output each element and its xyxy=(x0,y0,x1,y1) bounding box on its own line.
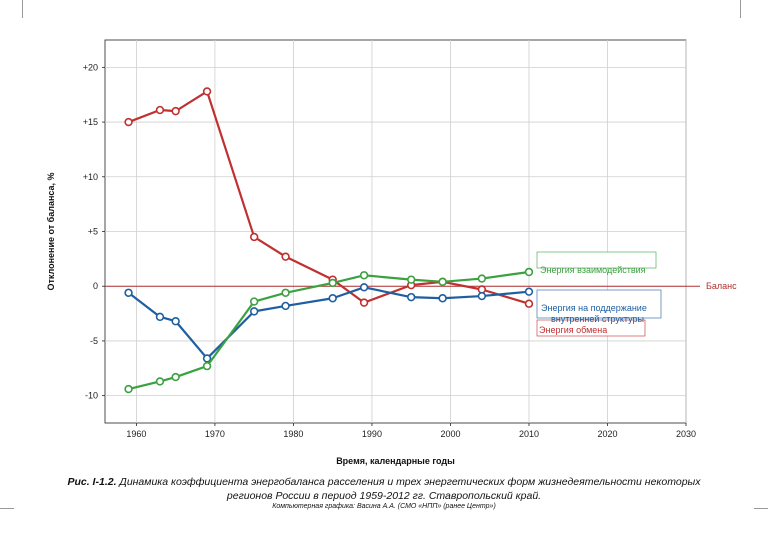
exchange-energy-point xyxy=(359,298,369,307)
x-tick-label: 1980 xyxy=(283,429,303,439)
baseline: Баланс xyxy=(105,281,737,291)
exchange-energy-point xyxy=(524,299,534,308)
figure-caption-line-2: регионов России в период 1959-2012 гг. С… xyxy=(226,490,542,502)
tick-labels: 1960 1970 1980 1990 2000 2010 2020 2030 +20 +15 +1… xyxy=(83,62,696,439)
exchange-energy-point xyxy=(249,232,259,242)
structure-energy-label-text: внутренней структуры xyxy=(551,314,644,324)
x-axis-title: Время, календарные годы xyxy=(336,456,455,466)
x-tick-label: 2010 xyxy=(519,429,539,439)
interaction-energy-label-text: Энергия взаимодействия xyxy=(540,265,646,275)
structure-energy-point xyxy=(155,312,165,322)
interaction-energy-point xyxy=(124,384,133,394)
structure-energy-point xyxy=(202,354,212,363)
x-tick-label: 1970 xyxy=(205,429,225,439)
series-layer xyxy=(124,87,534,394)
structure-energy-point xyxy=(524,287,534,296)
x-tick-label: 1960 xyxy=(126,429,146,439)
interaction-energy-point xyxy=(281,288,290,297)
interaction-energy-label: Энергия взаимодействия xyxy=(536,251,657,275)
y-axis-title: Отклонение от баланса, % xyxy=(46,172,56,290)
crop-mark-bottom-left xyxy=(0,508,14,509)
structure-energy-point xyxy=(281,301,290,311)
interaction-energy-point xyxy=(359,271,369,280)
structure-energy-point xyxy=(124,288,133,297)
exchange-energy-point xyxy=(124,117,133,127)
interaction-energy-point xyxy=(438,277,447,287)
structure-energy-point xyxy=(171,317,180,326)
figure-number: Рис. I-1.2. xyxy=(67,476,117,488)
interaction-energy-point xyxy=(524,267,534,277)
structure-energy-label-text: Энергия на поддержание xyxy=(541,303,647,313)
interaction-energy-point xyxy=(155,377,165,386)
y-tick-label: +5 xyxy=(88,227,98,237)
structure-energy-point xyxy=(249,307,259,316)
y-tick-label: -5 xyxy=(90,336,98,346)
x-tick-label: 2000 xyxy=(440,429,460,439)
y-tick-label: -10 xyxy=(85,391,98,401)
exchange-energy-label-box xyxy=(536,319,646,337)
balance-label: Баланс xyxy=(706,281,737,291)
structure-energy-series xyxy=(124,283,534,363)
interaction-energy-point xyxy=(171,372,180,382)
figure-caption-line-1: Рис. I-1.2. Динамика коэффициента энерго… xyxy=(20,476,748,488)
figure-caption-text: Динамика коэффициента энергобаланса расс… xyxy=(119,476,701,488)
interaction-energy-series xyxy=(124,267,534,394)
y-tick-label: +15 xyxy=(83,117,98,127)
structure-energy-point xyxy=(477,291,487,301)
structure-energy-point xyxy=(407,292,416,302)
exchange-energy-label-text: Энергия обмена xyxy=(539,325,607,335)
y-tick-label: +20 xyxy=(83,62,98,72)
figure-credit: Компьютерная графика: Васина А.А. (СМО «… xyxy=(272,503,496,510)
interaction-energy-label-box xyxy=(536,251,657,269)
exchange-energy-series xyxy=(124,87,534,308)
x-tick-label: 2030 xyxy=(676,429,696,439)
structure-energy-point xyxy=(438,294,447,303)
crop-mark-right xyxy=(740,0,741,18)
y-tick-label: 0 xyxy=(93,281,98,291)
x-tick-label: 2020 xyxy=(597,429,617,439)
y-tick-label: +10 xyxy=(83,172,98,182)
interaction-energy-point xyxy=(202,361,212,371)
structure-energy-label-box xyxy=(536,289,662,319)
interaction-energy-point xyxy=(407,275,416,284)
exchange-energy-point xyxy=(202,87,212,96)
crop-mark-left xyxy=(22,0,23,18)
interaction-energy-point xyxy=(477,274,487,283)
interaction-energy-point xyxy=(249,297,259,306)
exchange-energy-point xyxy=(171,106,180,116)
exchange-energy-point xyxy=(155,105,165,115)
exchange-energy-label: Энергия обмена xyxy=(536,319,646,337)
structure-energy-point xyxy=(359,283,369,292)
exchange-energy-point xyxy=(281,252,290,261)
x-tick-label: 1990 xyxy=(362,429,382,439)
interaction-energy-point xyxy=(328,278,337,288)
structure-energy-point xyxy=(328,294,337,303)
crop-mark-bottom-right xyxy=(754,508,768,509)
